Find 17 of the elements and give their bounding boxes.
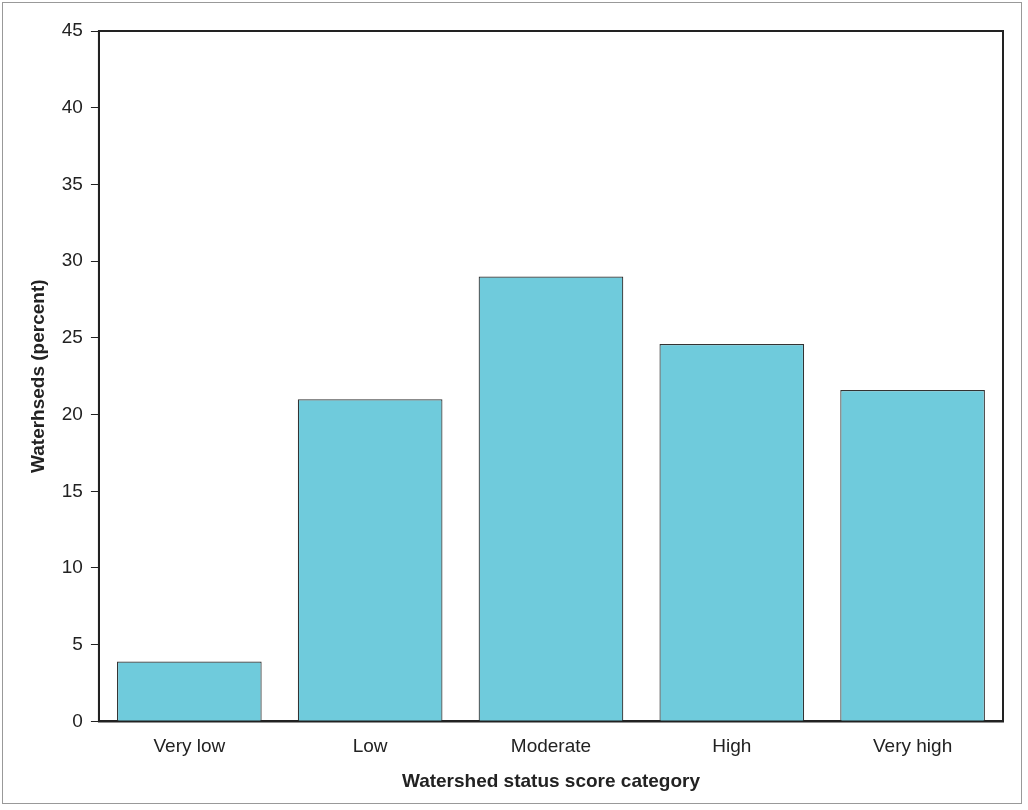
y-tick-label: 25 <box>61 326 83 348</box>
y-tick-label: 45 <box>61 19 83 41</box>
x-tick-label: Very high <box>872 735 953 757</box>
x-tick-label: Moderate <box>510 735 592 757</box>
y-tick-label: 5 <box>72 632 83 654</box>
x-tick-label: Very low <box>153 735 226 757</box>
y-axis-title: Waterhseds (percent) <box>26 279 48 473</box>
y-tick-label: 20 <box>61 402 83 424</box>
y-tick-label: 15 <box>61 479 83 501</box>
y-tick-label: 10 <box>61 556 83 578</box>
y-tick-label: 30 <box>61 249 83 271</box>
y-tick-label: 35 <box>61 172 83 194</box>
x-axis-title: Watershed status score category <box>401 769 701 791</box>
x-tick-label: High <box>712 735 752 757</box>
y-tick-label: 40 <box>61 95 83 117</box>
x-tick-label: Low <box>352 735 388 757</box>
y-tick-label: 0 <box>72 709 83 731</box>
